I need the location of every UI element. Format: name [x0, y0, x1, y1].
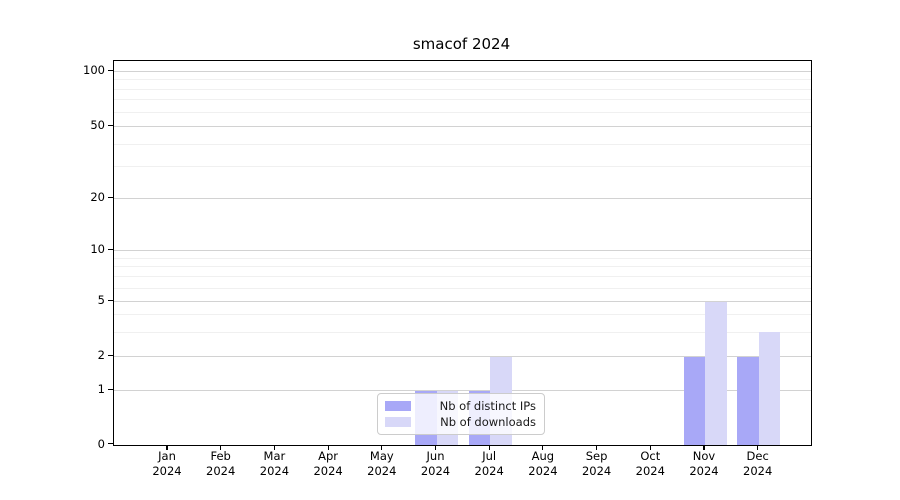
x-tick-month: Jul	[482, 449, 497, 463]
x-tick-mark	[596, 445, 598, 450]
legend: Nb of distinct IPs Nb of downloads	[377, 393, 545, 435]
minor-gridline	[114, 143, 811, 145]
major-gridline	[114, 198, 811, 199]
major-gridline	[114, 301, 811, 302]
minor-gridline	[114, 166, 811, 168]
y-tick-label: 5	[97, 293, 105, 307]
x-tick-year: 2024	[581, 464, 612, 478]
plot-area: Nb of distinct IPs Nb of downloads	[113, 60, 812, 446]
major-gridline	[114, 71, 811, 72]
x-tick-year: 2024	[206, 464, 236, 478]
x-tick-month: Feb	[210, 449, 231, 463]
x-tick-mark	[649, 445, 651, 450]
x-tick-mark	[757, 445, 759, 450]
x-tick-year: 2024	[152, 464, 182, 478]
minor-gridline	[114, 266, 811, 268]
x-tick-year: 2024	[420, 464, 451, 478]
x-tick-year: 2024	[367, 464, 397, 478]
x-tick-mark	[434, 445, 437, 450]
x-tick-mark	[273, 445, 275, 450]
minor-gridline	[114, 257, 811, 259]
x-tick-month: Sep	[585, 449, 608, 463]
x-tick-label: Jan 2024	[135, 449, 199, 479]
x-tick-label: Jun 2024	[404, 449, 468, 479]
x-tick-year: 2024	[635, 464, 665, 478]
x-tick-label: Mar 2024	[242, 449, 306, 479]
y-tick-label: 100	[83, 63, 105, 77]
x-tick-mark	[220, 445, 222, 450]
minor-gridline	[114, 314, 811, 316]
x-tick-month: Nov	[692, 449, 716, 463]
legend-item-distinct-ips: Nb of distinct IPs	[385, 398, 536, 414]
minor-gridline	[114, 99, 811, 101]
x-tick-label: Oct 2024	[618, 449, 682, 479]
minor-gridline	[114, 276, 811, 278]
x-tick-month: Mar	[263, 449, 286, 463]
x-tick-year: 2024	[259, 464, 290, 478]
y-tick-mark	[108, 248, 113, 250]
minor-gridline	[114, 79, 811, 81]
x-tick-month: Apr	[318, 449, 339, 463]
x-tick-label: Aug 2024	[511, 449, 575, 479]
minor-gridline	[114, 111, 811, 113]
x-tick-year: 2024	[474, 464, 504, 478]
y-tick-label: 0	[97, 436, 105, 451]
legend-label-distinct-ips: Nb of distinct IPs	[439, 399, 536, 413]
x-tick-mark	[542, 445, 544, 450]
x-tick-month: Oct	[640, 449, 661, 463]
x-tick-year: 2024	[743, 464, 773, 478]
chart-title: smacof 2024	[412, 35, 511, 53]
y-tick-mark	[108, 69, 113, 71]
x-tick-month: May	[369, 449, 394, 463]
x-tick-month: Dec	[746, 449, 769, 463]
minor-gridline	[114, 331, 811, 333]
major-gridline	[114, 390, 811, 391]
x-tick-year: 2024	[689, 464, 719, 478]
x-tick-month: Jun	[426, 449, 445, 463]
y-tick-mark	[108, 388, 113, 390]
x-tick-mark	[327, 445, 329, 450]
x-tick-mark	[381, 445, 383, 450]
minor-gridline	[114, 287, 811, 289]
minor-gridline	[114, 88, 811, 90]
major-gridline	[114, 126, 811, 127]
major-gridline	[114, 250, 811, 251]
x-tick-label: Jul 2024	[457, 449, 521, 479]
bar-downloads-nov	[705, 301, 727, 445]
bar-distinct-ips-nov	[683, 356, 705, 445]
x-tick-label: Dec 2024	[726, 449, 790, 479]
legend-swatch-downloads	[385, 417, 411, 427]
x-tick-label: Apr 2024	[296, 449, 360, 479]
x-tick-mark	[166, 445, 168, 450]
y-tick-mark	[108, 354, 113, 356]
x-tick-label: Sep 2024	[565, 449, 629, 479]
x-tick-label: Nov 2024	[672, 449, 736, 479]
x-tick-label: Feb 2024	[189, 449, 253, 479]
y-tick-mark	[108, 299, 113, 301]
y-tick-label: 2	[97, 348, 105, 362]
bar-downloads-dec	[758, 332, 781, 445]
y-tick-label: 1	[97, 382, 105, 396]
y-tick-mark	[108, 443, 113, 445]
x-tick-year: 2024	[528, 464, 558, 478]
x-tick-mark	[488, 445, 490, 450]
major-gridline	[114, 356, 811, 357]
legend-item-downloads: Nb of downloads	[385, 414, 536, 430]
x-tick-label: May 2024	[350, 449, 414, 479]
y-tick-label: 20	[90, 190, 105, 204]
y-tick-label: 50	[90, 118, 105, 132]
y-tick-label: 10	[90, 242, 105, 256]
legend-swatch-distinct-ips	[385, 401, 411, 411]
legend-label-downloads: Nb of downloads	[440, 415, 536, 429]
bar-distinct-ips-dec	[737, 356, 759, 445]
y-tick-mark	[108, 196, 113, 198]
x-tick-month: Jan	[158, 449, 176, 463]
y-tick-mark	[108, 124, 113, 126]
x-tick-year: 2024	[313, 464, 343, 478]
x-tick-mark	[703, 445, 705, 450]
x-tick-month: Aug	[531, 449, 555, 463]
